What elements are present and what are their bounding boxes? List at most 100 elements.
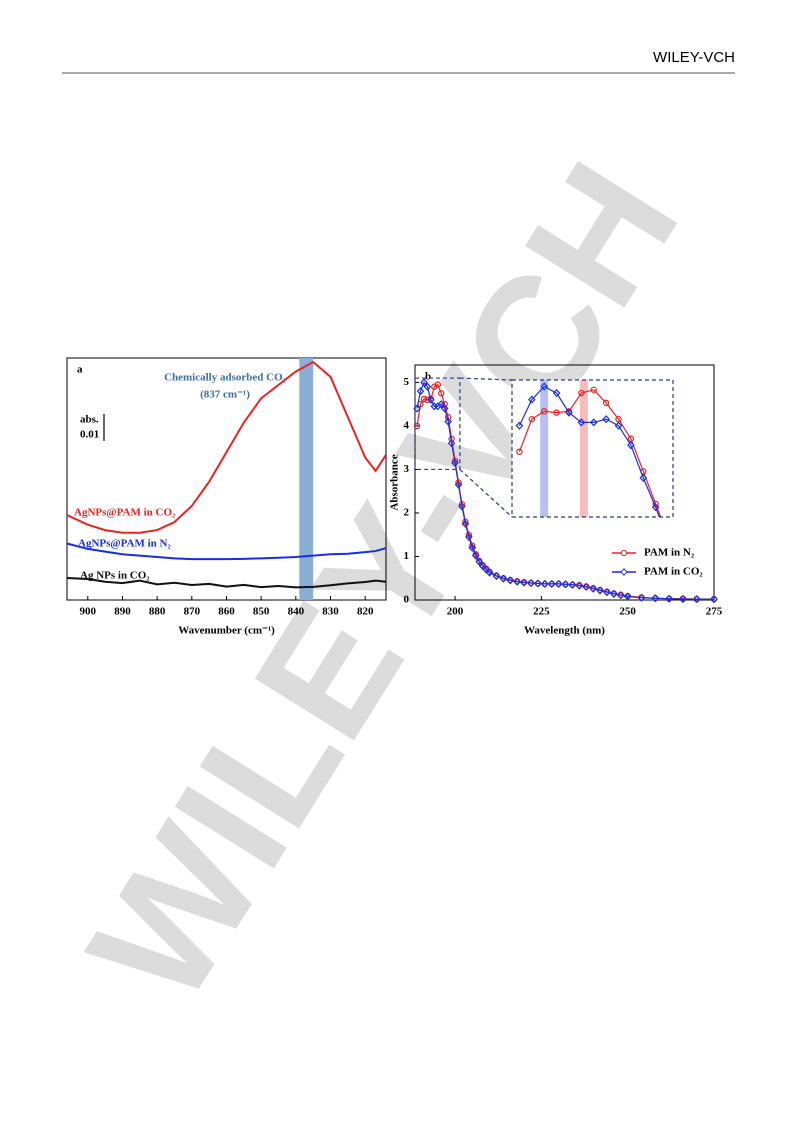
marker	[602, 415, 610, 424]
marker	[752, 659, 758, 665]
marker	[440, 404, 449, 413]
marker	[616, 591, 625, 600]
marker	[492, 571, 501, 581]
marker	[639, 473, 648, 482]
marker	[577, 418, 586, 427]
marker	[458, 502, 466, 511]
x-tick-label: 275	[706, 606, 723, 618]
series	[67, 576, 386, 589]
marker	[553, 409, 560, 416]
marker	[475, 557, 484, 566]
annotation: (837 cm⁻¹)	[200, 389, 250, 401]
series-line	[518, 389, 662, 517]
series	[515, 382, 783, 674]
marker	[614, 421, 623, 430]
marker	[665, 537, 671, 543]
marker	[554, 579, 563, 588]
x-axis-label: Wavelength (nm)	[524, 625, 605, 637]
marker	[715, 629, 720, 634]
zoom-connector	[459, 469, 513, 518]
marker	[764, 664, 770, 670]
scale-bar-label: abs.	[80, 414, 99, 426]
marker	[710, 595, 718, 604]
marker	[427, 395, 435, 404]
marker	[679, 595, 687, 604]
series-label: Ag NPs in CO₂	[80, 570, 150, 582]
marker	[413, 404, 421, 413]
marker	[516, 448, 523, 455]
marker	[541, 408, 548, 415]
legend-label: PAM in CO₂	[644, 566, 703, 578]
x-tick-label: 890	[114, 606, 131, 618]
series-line	[67, 576, 386, 589]
y-tick-label: 5	[404, 376, 410, 388]
marker	[651, 594, 660, 603]
marker	[715, 631, 721, 637]
header-logo: WILEY-VCH	[653, 49, 735, 66]
series-line	[67, 542, 386, 561]
marker	[520, 578, 528, 587]
marker	[589, 418, 598, 427]
marker	[590, 386, 597, 393]
marker	[665, 594, 673, 603]
y-tick-label: 3	[404, 463, 410, 475]
legend-marker	[620, 549, 628, 557]
marker	[437, 400, 446, 409]
marker	[627, 441, 635, 450]
y-tick-label: 0	[404, 594, 410, 606]
marker	[739, 652, 745, 658]
marker	[727, 642, 732, 647]
plot-frame	[414, 364, 715, 601]
annotation: Chemically adsorbed CO₂	[164, 372, 287, 384]
scale-bar-value: 0.01	[80, 429, 99, 441]
panel-label: b	[425, 371, 431, 383]
y-tick-label: 4	[404, 419, 410, 431]
marker	[416, 387, 425, 396]
marker	[424, 396, 431, 404]
marker	[528, 415, 536, 423]
x-tick-label: 850	[253, 606, 270, 618]
marker	[423, 382, 432, 391]
marker	[575, 581, 584, 590]
x-tick-label: 840	[288, 606, 305, 618]
marker	[740, 651, 745, 656]
inset-frame	[511, 379, 674, 518]
marker	[420, 378, 428, 387]
x-axis-label: Wavenumber (cm⁻¹)	[178, 625, 275, 637]
x-tick-label: 830	[322, 606, 339, 618]
series	[413, 378, 718, 604]
marker	[506, 576, 515, 585]
marker	[589, 584, 597, 593]
y-axis-label: Absorbance	[389, 454, 401, 510]
marker	[692, 595, 701, 604]
marker	[578, 389, 585, 397]
marker	[527, 395, 536, 404]
marker	[465, 532, 473, 541]
marker	[441, 400, 448, 408]
marker	[547, 579, 556, 588]
zoom-region	[414, 377, 461, 471]
marker	[596, 586, 604, 595]
marker	[637, 593, 646, 602]
zoom-connector	[459, 377, 513, 381]
inset-band	[540, 380, 549, 517]
marker	[434, 381, 441, 388]
x-tick-label: 860	[218, 606, 235, 618]
y-tick-label: 2	[404, 506, 410, 518]
series	[67, 542, 386, 561]
marker	[651, 503, 660, 512]
marker	[665, 534, 670, 539]
series-line	[67, 360, 386, 534]
series-label: AgNPs@PAM in N₂	[78, 538, 171, 550]
marker	[582, 582, 591, 592]
marker	[485, 568, 494, 577]
marker	[534, 579, 542, 588]
marker	[499, 574, 508, 583]
marker	[602, 399, 610, 407]
x-tick-label: 820	[357, 606, 374, 618]
marker	[565, 408, 573, 417]
series-label: AgNPs@PAM in CO₂	[74, 507, 176, 519]
inset-bg	[512, 380, 673, 517]
marker	[777, 668, 783, 674]
